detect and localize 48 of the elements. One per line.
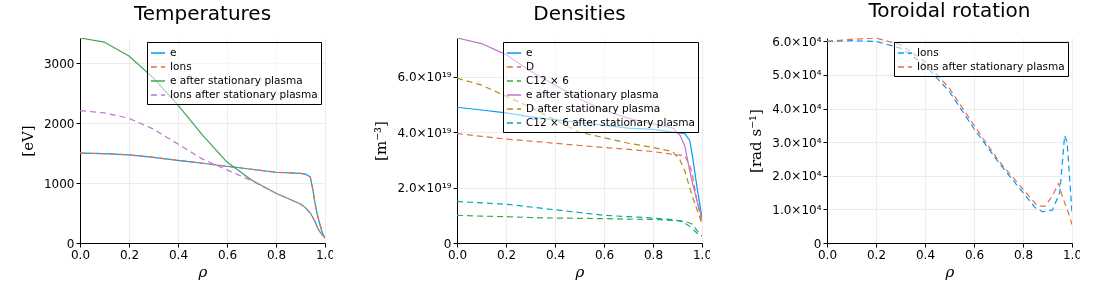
legend-label: e [170,46,177,58]
x-tick-label: 0.4 [915,247,936,262]
legend-label: Ions [917,46,939,58]
legend-label: C12 × 6 after stationary plasma [526,116,695,128]
line-series [80,38,325,238]
legend-label: D after stationary plasma [526,102,661,114]
y-axis-title: [rad s⁻¹] [747,109,766,173]
x-tick-label: 0.6 [217,247,238,262]
x-tick-label: 0.4 [545,247,566,262]
x-axis-title: ρ [197,262,208,281]
x-axis-title: ρ [944,262,955,281]
y-tick-label: 2000 [43,116,75,131]
x-tick-label: 0.8 [1013,247,1034,262]
legend-label: Ions after stationary plasma [917,60,1065,72]
y-tick-label: 3000 [43,56,75,71]
chart-title: Toroidal rotation [867,0,1031,23]
line-series [80,152,325,239]
x-tick-label: 0.8 [266,247,287,262]
x-tick-label: 0.8 [643,247,664,262]
y-tick-label: 1.0×10⁴ [772,202,822,217]
x-axis-title: ρ [574,262,585,281]
line-series [80,109,325,238]
x-tick-label: 0.6 [964,247,985,262]
y-tick-label: 6.0×10⁴ [772,34,822,49]
y-tick-label: 2.0×10⁴ [772,169,822,184]
y-axis-title: [m⁻³] [372,121,391,161]
legend-label: D [526,60,535,72]
y-tick-label: 2.0×10¹⁹ [397,181,452,196]
y-tick-label: 3.0×10⁴ [772,135,822,150]
x-tick-label: 0.4 [168,247,189,262]
legend-label: e [526,46,533,58]
y-tick-label: 4.0×10¹⁹ [397,125,452,140]
legend-label: e after stationary plasma [170,74,303,86]
legend-label: Ions [170,60,192,72]
x-tick-label: 0.2 [496,247,517,262]
legend-label: Ions after stationary plasma [170,88,318,100]
y-tick-label: 1000 [43,176,75,191]
chart-title: Temperatures [132,1,272,25]
legend-label: C12 × 6 [526,74,570,86]
y-tick-label: 6.0×10¹⁹ [397,70,452,85]
chart-title: Densities [533,1,626,25]
x-tick-label: 0.2 [866,247,887,262]
x-tick-label: 0.2 [119,247,140,262]
y-tick-label: 5.0×10⁴ [772,68,822,83]
x-tick-label: 0.6 [594,247,615,262]
legend-label: e after stationary plasma [526,88,659,100]
y-axis-title: [eV] [18,125,37,157]
y-tick-label: 4.0×10⁴ [772,102,822,117]
